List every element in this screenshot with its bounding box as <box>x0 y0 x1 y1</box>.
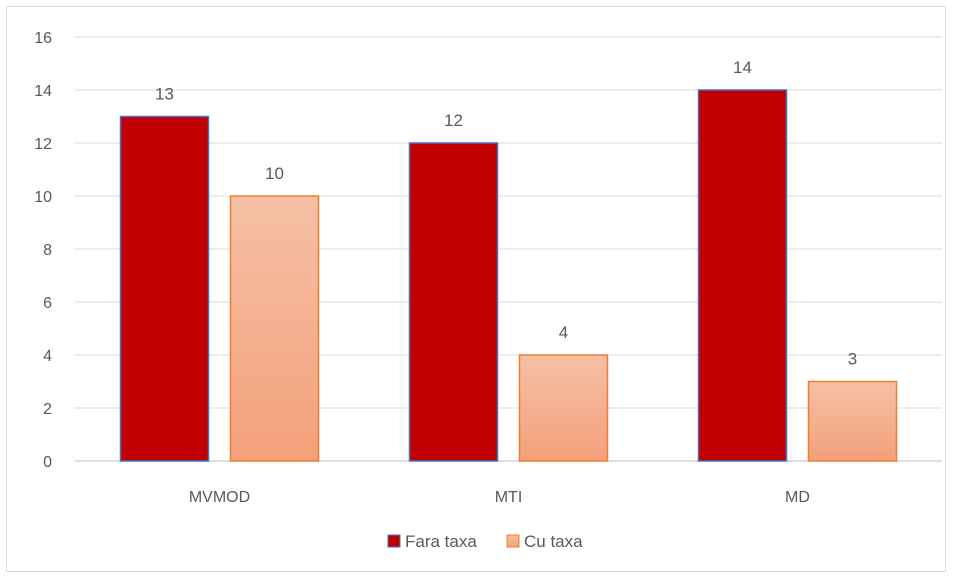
x-tick-label: MTI <box>495 489 523 506</box>
legend-label: Cu taxa <box>524 532 583 551</box>
y-tick-label: 16 <box>34 30 52 47</box>
y-tick-label: 14 <box>34 83 52 100</box>
bar-fara-taxa-mvmod <box>119 115 210 462</box>
x-axis: MVMOD MTI MD <box>189 489 810 506</box>
data-label: 3 <box>848 350 857 369</box>
legend: Fara taxa Cu taxa <box>387 532 583 551</box>
legend-label: Fara taxa <box>405 532 477 551</box>
y-tick-label: 0 <box>43 454 52 471</box>
bar-fara-taxa-mti <box>408 142 499 462</box>
bar-cu-taxa-mvmod <box>229 195 320 462</box>
data-label: 13 <box>155 85 174 104</box>
bars <box>119 89 898 462</box>
data-label: 10 <box>265 164 284 183</box>
bar-fara-taxa-md <box>697 89 788 462</box>
legend-swatch <box>506 534 520 548</box>
data-labels: 13 10 12 4 14 3 <box>155 58 857 369</box>
y-tick-label: 4 <box>43 348 52 365</box>
x-tick-label: MD <box>785 489 810 506</box>
data-label: 4 <box>559 323 568 342</box>
bar-cu-taxa-md <box>807 380 898 462</box>
y-tick-label: 12 <box>34 136 52 153</box>
bar-cu-taxa-mti <box>518 354 609 462</box>
y-tick-label: 8 <box>43 242 52 259</box>
gridlines <box>75 36 942 462</box>
data-label: 14 <box>733 58 752 77</box>
y-tick-label: 6 <box>43 295 52 312</box>
y-tick-label: 10 <box>34 189 52 206</box>
legend-swatch <box>387 534 401 548</box>
y-tick-label: 2 <box>43 401 52 418</box>
y-axis: 0 2 4 6 8 10 12 14 16 <box>34 30 52 471</box>
data-label: 12 <box>444 111 463 130</box>
x-tick-label: MVMOD <box>189 489 250 506</box>
